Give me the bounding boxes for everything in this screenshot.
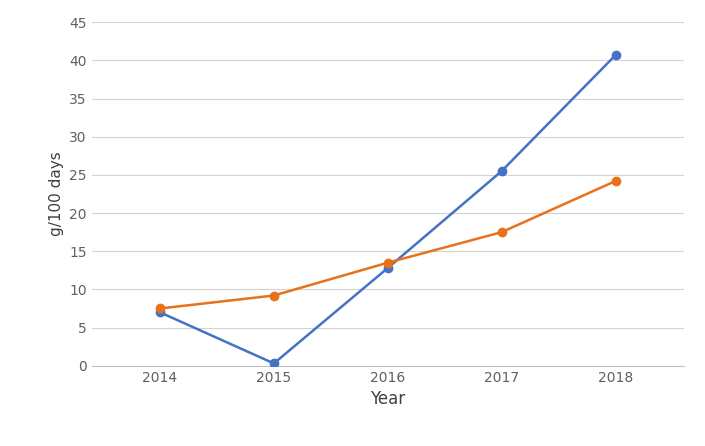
General pediatrics <box>269 293 278 298</box>
Line: General pediatrics: General pediatrics <box>156 177 620 313</box>
NPICU <box>611 53 620 58</box>
Line: NPICU: NPICU <box>156 51 620 368</box>
X-axis label: Year: Year <box>370 390 405 408</box>
NPICU <box>156 310 164 315</box>
General pediatrics <box>384 260 392 265</box>
NPICU <box>498 169 506 174</box>
General pediatrics <box>611 178 620 184</box>
General pediatrics <box>156 306 164 311</box>
Y-axis label: g/100 days: g/100 days <box>49 152 63 236</box>
General pediatrics <box>498 230 506 235</box>
NPICU <box>269 361 278 366</box>
NPICU <box>384 265 392 271</box>
